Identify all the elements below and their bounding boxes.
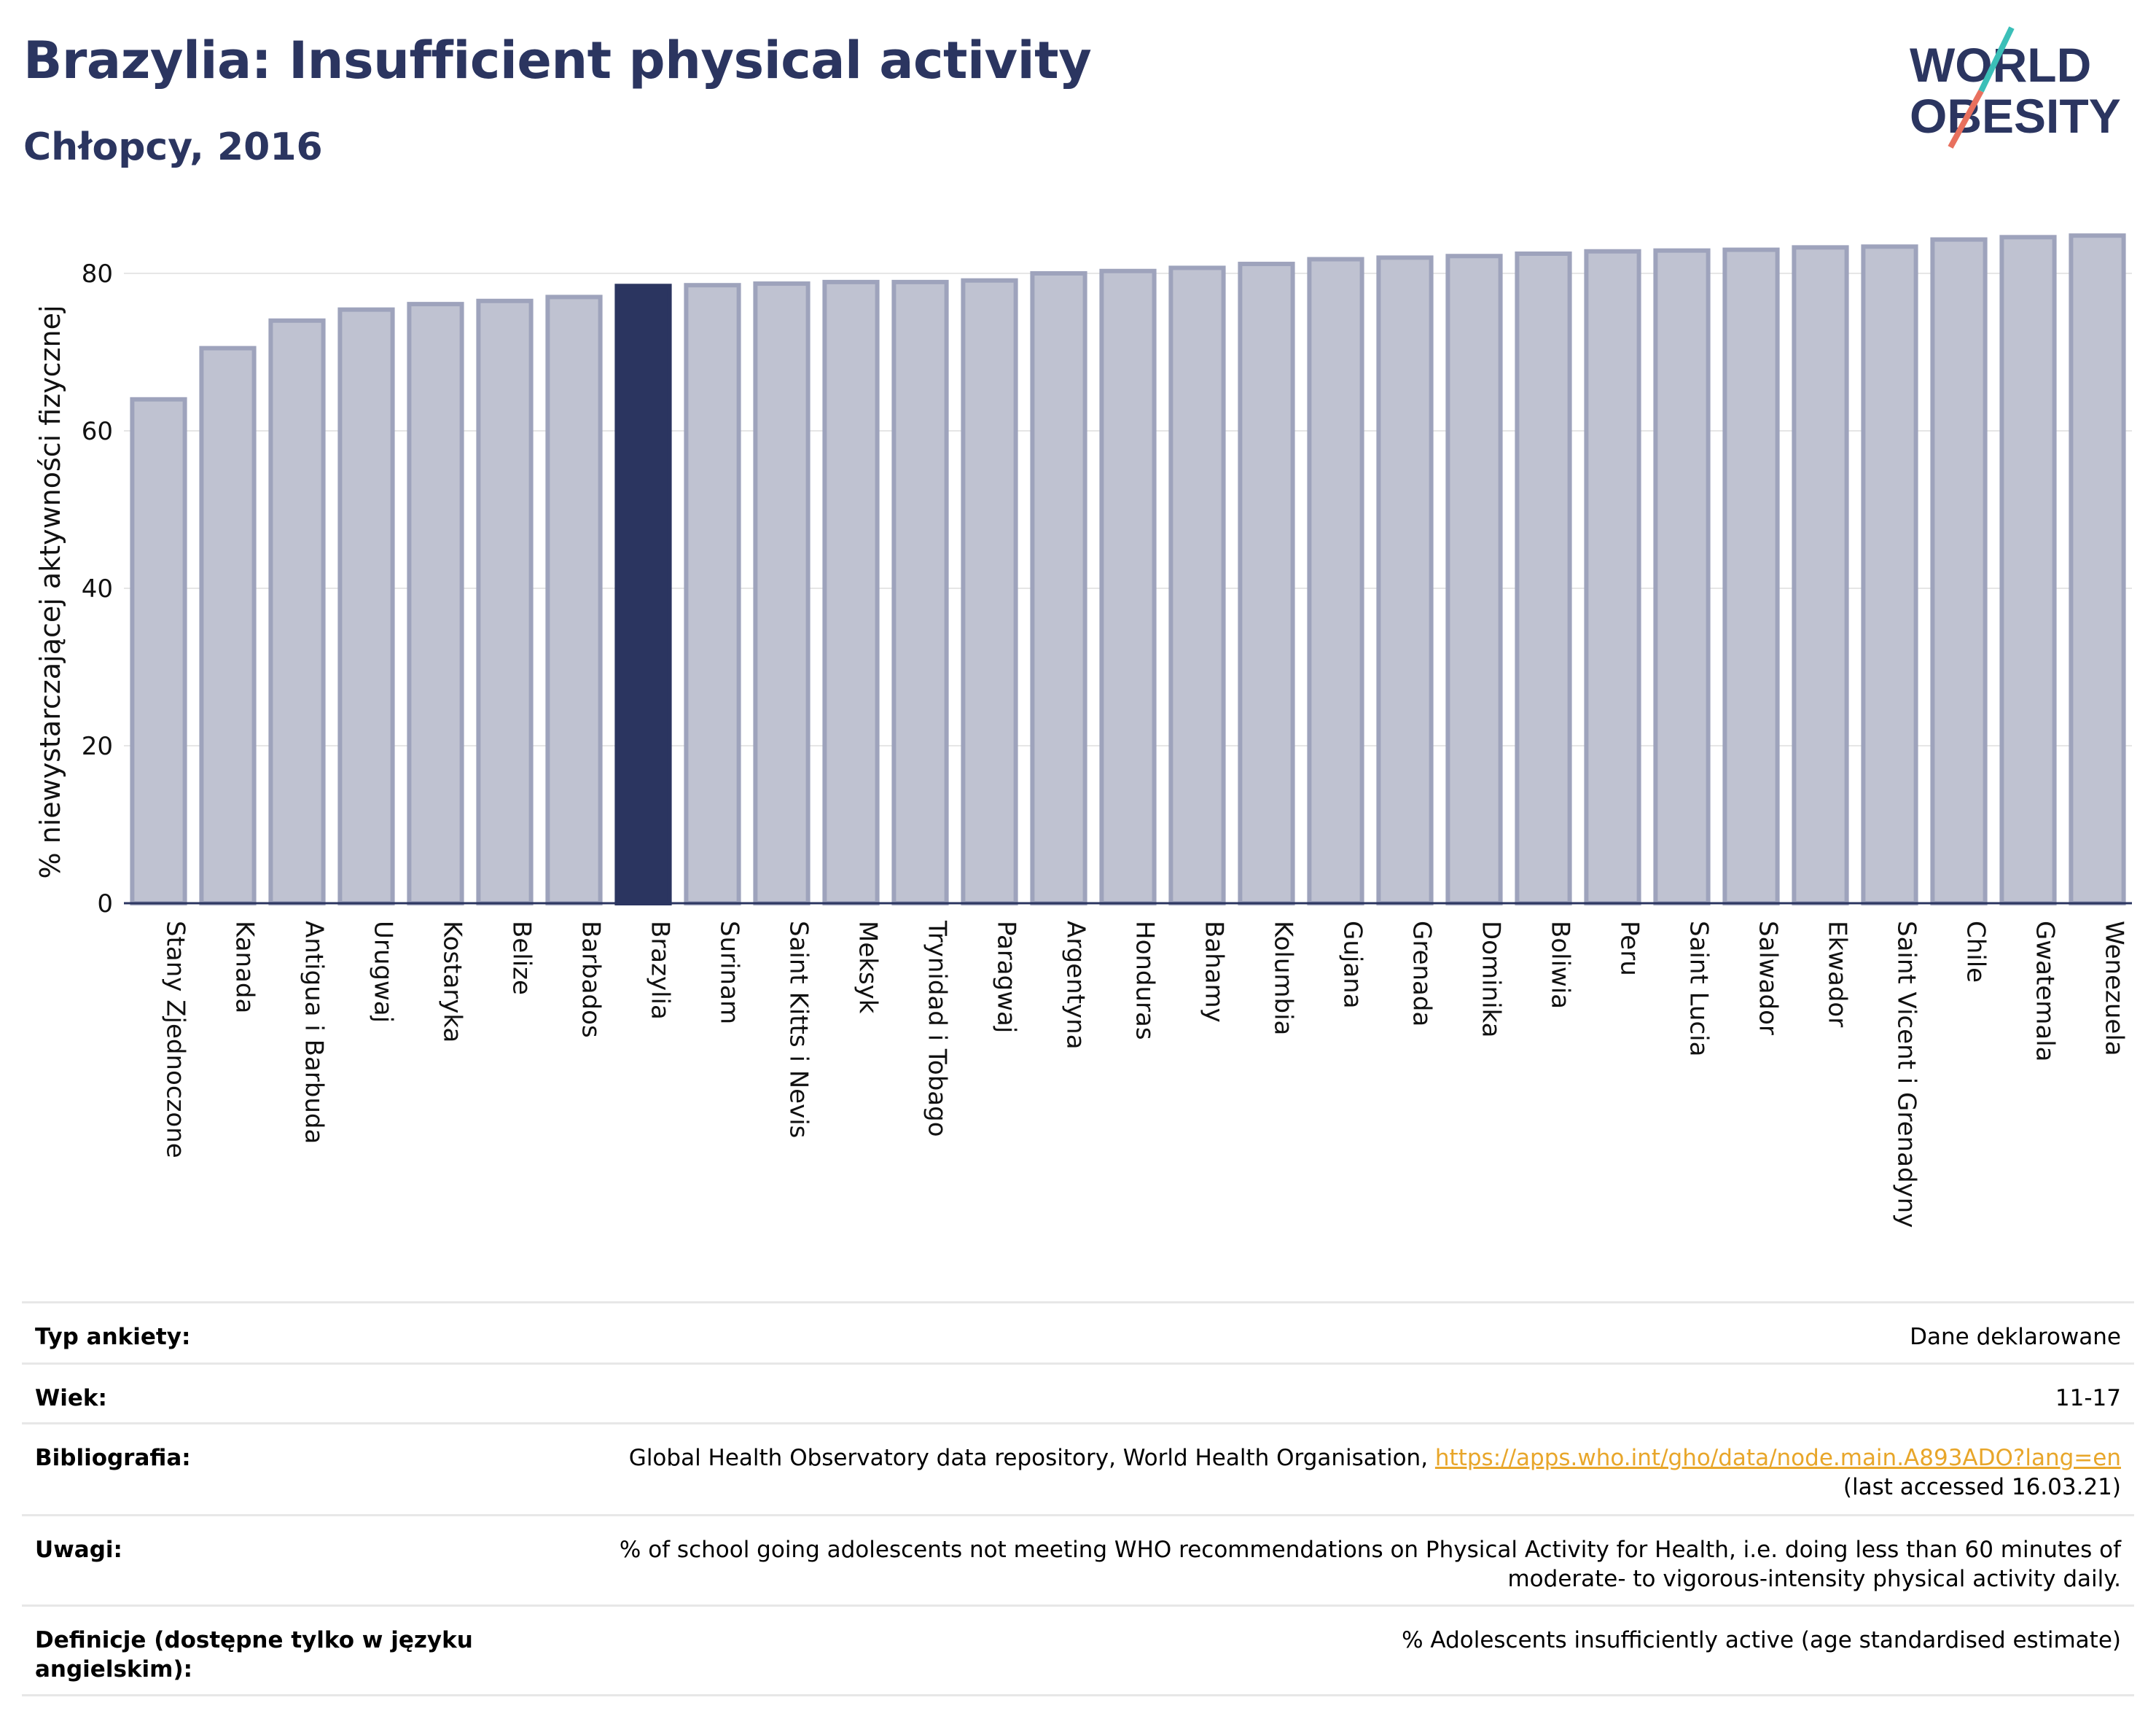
definitions-label: Definicje (dostępne tylko w języku angie…: [35, 1627, 473, 1683]
bar: [1515, 252, 1572, 905]
notes-line-2: moderate- to vigorous-intensity physical…: [1507, 1566, 2121, 1592]
logo-slash-teal: [1978, 26, 2015, 93]
age-value: 11-17: [2055, 1385, 2121, 1411]
x-tick-label: Kanada: [230, 921, 259, 1013]
bibliography-link[interactable]: https://apps.who.int/gho/data/node.main.…: [1434, 1445, 2121, 1471]
bar: [684, 283, 741, 905]
y-axis-title: % niewystarczającej aktywności fizycznej: [34, 305, 66, 878]
bar: [407, 302, 464, 905]
x-tick-label: Dominika: [1477, 921, 1506, 1037]
x-tick-label: Salwador: [1754, 921, 1783, 1035]
x-tick-label: Meksyk: [854, 921, 883, 1014]
survey-type-label: Typ ankiety:: [35, 1324, 191, 1350]
bar: [1861, 244, 1918, 905]
bar: [822, 279, 880, 905]
bar: [1653, 248, 1711, 906]
x-tick-label: Saint Lucia: [1684, 921, 1714, 1056]
page-title: Brazylia: Insufficient physical activity: [23, 31, 1092, 90]
x-tick-label: Stany Zjednoczone: [161, 921, 190, 1158]
x-tick-label: Bahamy: [1200, 921, 1229, 1023]
bar: [961, 278, 1018, 906]
x-tick-label: Chile: [1961, 921, 1991, 983]
y-tick-label: 20: [82, 732, 113, 761]
x-tick-label: Boliwia: [1546, 921, 1575, 1009]
x-tick-label: Honduras: [1130, 921, 1160, 1040]
info-row-definitions: Definicje (dostępne tylko w języku angie…: [22, 1605, 2134, 1696]
bar: [614, 284, 672, 905]
info-row-age: Wiek: 11-17: [22, 1362, 2134, 1422]
notes-label: Uwagi:: [35, 1537, 122, 1563]
y-tick-label: 40: [82, 574, 113, 604]
x-tick-label: Ekwador: [1823, 921, 1852, 1027]
x-tick-label: Trynidad i Tobago: [923, 920, 952, 1137]
x-tick-label: Brazylia: [646, 921, 675, 1020]
bibliography-accessed: (last accessed 16.03.21): [1843, 1474, 2121, 1500]
notes-line-1: % of school going adolescents not meetin…: [619, 1537, 2121, 1563]
x-tick-label: Kolumbia: [1269, 921, 1298, 1035]
bar: [1999, 235, 2057, 905]
age-label: Wiek:: [35, 1385, 107, 1411]
x-tick-label: Gwatemala: [2031, 921, 2060, 1061]
x-tick-label: Paragwaj: [992, 921, 1021, 1033]
bar: [1376, 255, 1434, 905]
survey-type-value: Dane deklarowane: [1910, 1324, 2121, 1350]
logo-text-obesity: OBESITY: [1910, 89, 2121, 143]
bar: [130, 397, 187, 905]
x-tick-label: Surinam: [715, 921, 744, 1024]
info-table: Typ ankiety: Dane deklarowane Wiek: 11-1…: [22, 1301, 2134, 1696]
x-tick-label: Kostaryka: [438, 921, 467, 1042]
bar: [1722, 247, 1780, 906]
bar: [891, 279, 949, 905]
bibliography-value: Global Health Observatory data repositor…: [629, 1443, 2121, 1502]
y-tick-label: 80: [82, 260, 113, 289]
bar: [1307, 257, 1364, 905]
x-tick-label: Peru: [1615, 921, 1644, 976]
x-tick-label: Barbados: [577, 921, 606, 1038]
x-tick-label: Urugwaj: [369, 921, 398, 1023]
bar: [268, 318, 326, 906]
bar-chart: 0 20 40 60 80 % niewystarczającej aktywności …: [34, 233, 2132, 1228]
bar: [1099, 268, 1157, 905]
x-tick-label: Saint Vicent i Grenadyny: [1892, 921, 1921, 1228]
bar: [1584, 249, 1641, 905]
info-row-bibliography: Bibliografia: Global Health Observatory …: [22, 1422, 2134, 1514]
y-tick-label: 0: [97, 889, 113, 919]
x-tick-label: Saint Kitts i Nevis: [784, 921, 813, 1138]
definitions-value: % Adolescents insufficiently active (age…: [1402, 1627, 2121, 1653]
x-tick-label: Gujana: [1338, 921, 1367, 1009]
y-tick-label: 60: [82, 417, 113, 446]
bar: [1792, 245, 1849, 906]
world-obesity-logo: WORLD OBESITY: [1910, 26, 2121, 149]
bar: [753, 281, 811, 906]
info-row-notes: Uwagi: % of school going adolescents not…: [22, 1514, 2134, 1605]
bar: [1930, 237, 1988, 905]
bar: [1445, 254, 1503, 906]
page-subtitle: Chłopcy, 2016: [23, 125, 323, 169]
bar: [1238, 262, 1295, 906]
logo-slash-coral: [1948, 90, 1984, 149]
bar: [1030, 271, 1087, 905]
x-tick-label: Grenada: [1407, 921, 1437, 1026]
bar: [2069, 233, 2126, 906]
bar: [476, 298, 534, 906]
bibliography-text: Global Health Observatory data repositor…: [628, 1445, 1435, 1471]
x-tick-label: Wenezuela: [2100, 921, 2129, 1056]
info-row-survey: Typ ankiety: Dane deklarowane: [22, 1301, 2134, 1362]
x-tick-label: Antigua i Barbuda: [300, 921, 329, 1144]
notes-value: % of school going adolescents not meetin…: [620, 1535, 2121, 1594]
bar: [1168, 265, 1226, 905]
bar: [337, 307, 395, 905]
bar: [545, 295, 603, 905]
x-tick-label: Belize: [507, 921, 536, 995]
bar: [199, 346, 257, 906]
bibliography-label: Bibliografia:: [35, 1445, 191, 1471]
x-tick-label: Argentyna: [1061, 921, 1090, 1050]
